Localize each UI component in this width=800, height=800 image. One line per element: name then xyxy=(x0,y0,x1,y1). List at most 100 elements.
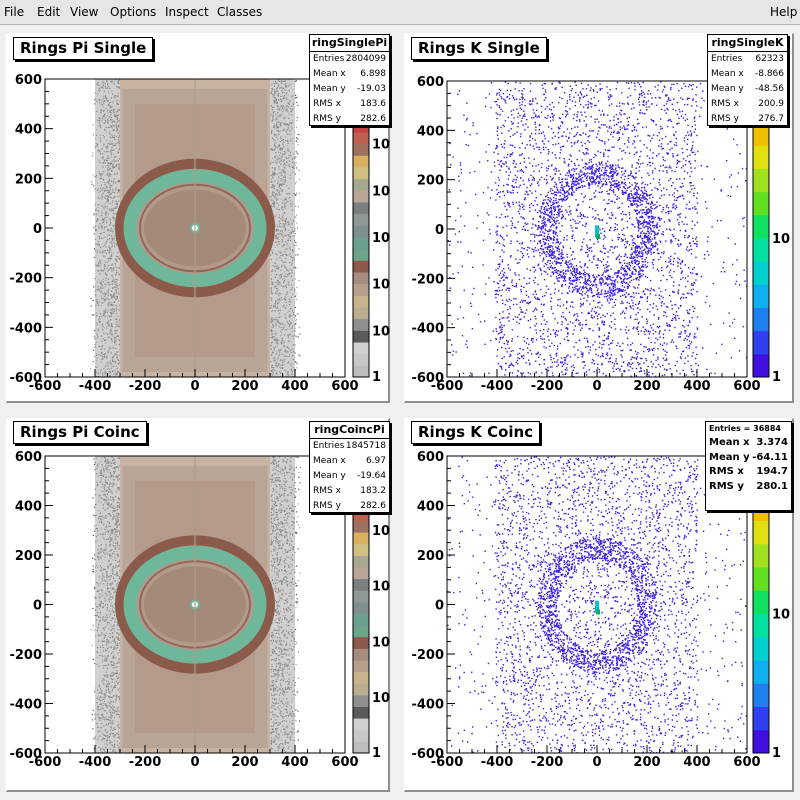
palette-cell xyxy=(353,613,369,626)
palette-cell xyxy=(353,590,369,603)
palette-label: 1 xyxy=(372,370,381,385)
stats-value: -64.11 xyxy=(752,451,788,463)
y-tick-label: -400 xyxy=(411,322,444,337)
palette-cell xyxy=(753,214,769,239)
y-tick-label: 200 xyxy=(417,549,444,564)
stats-label: Mean x xyxy=(313,456,346,466)
stats-label: RMS y xyxy=(711,114,739,124)
x-tick-label: 0 xyxy=(190,379,199,394)
palette-cell xyxy=(753,307,769,332)
x-tick-label: 200 xyxy=(231,755,258,770)
y-tick-label: 200 xyxy=(15,549,42,564)
stats-row: RMS x 183.2 xyxy=(310,484,389,499)
menu-options[interactable]: Options xyxy=(110,5,157,19)
stats-label: Mean y xyxy=(709,451,750,463)
palette-cell xyxy=(353,683,369,696)
palette-cell xyxy=(353,520,369,533)
y-tick-label: 400 xyxy=(417,500,444,515)
stats-label: Mean y xyxy=(313,84,346,94)
x-tick-label: -200 xyxy=(129,379,162,394)
y-tick-label: 0 xyxy=(33,222,42,237)
stats-title: ringSinglePi xyxy=(310,35,389,52)
x-tick-label: 400 xyxy=(683,379,710,394)
stats-value: -19.03 xyxy=(356,84,386,94)
x-tick-label: 0 xyxy=(592,379,601,394)
x-tick-label: 200 xyxy=(633,379,660,394)
y-tick-label: -400 xyxy=(9,321,42,336)
stats-row: RMS x 183.6 xyxy=(310,97,389,112)
palette-cell xyxy=(353,648,369,661)
palette-cell xyxy=(353,155,369,168)
menu-help[interactable]: Help xyxy=(770,5,798,19)
palette-label: 10 xyxy=(372,231,390,246)
palette-cell xyxy=(753,145,769,169)
menu-classes[interactable]: Classes xyxy=(217,5,263,19)
stats-value: 3.374 xyxy=(756,437,788,448)
x-tick-label: -400 xyxy=(79,755,112,770)
palette-cell xyxy=(353,694,369,707)
x-tick-label: -200 xyxy=(129,755,162,770)
palette-cell xyxy=(753,122,769,146)
palette-cell xyxy=(753,683,769,707)
pad-title: Rings Pi Single xyxy=(13,37,154,60)
x-tick-label: -600 xyxy=(431,379,464,394)
palette-cell xyxy=(353,190,369,203)
stats-value: 62323 xyxy=(755,54,784,64)
stats-row: Mean x 3.374 xyxy=(706,436,791,451)
x-tick-label: -600 xyxy=(29,379,62,394)
stats-value: 6.898 xyxy=(360,69,386,79)
y-tick-label: -600 xyxy=(411,371,444,386)
menu-file[interactable]: File xyxy=(4,5,25,19)
stats-value: 282.6 xyxy=(360,501,386,511)
stats-label: RMS x xyxy=(711,99,739,109)
palette-cell xyxy=(353,178,369,191)
stats-label: Entries xyxy=(711,54,743,64)
stats-value: -19.64 xyxy=(356,471,386,481)
x-tick-label: 600 xyxy=(331,755,358,770)
x-tick-label: -600 xyxy=(431,755,464,770)
palette-cell xyxy=(353,567,369,580)
root-canvas[interactable]: -600 -600 -400 -400 -200 -200 0 0 200 200 400 400 60… xyxy=(0,25,800,800)
pad-title: Rings K Single xyxy=(411,37,547,60)
palette-cell xyxy=(753,567,769,591)
menu-edit[interactable]: Edit xyxy=(37,5,61,19)
x-tick-label: 400 xyxy=(281,379,308,394)
palette-cell xyxy=(353,365,369,378)
palette-cell xyxy=(353,342,369,355)
palette-cell xyxy=(753,168,769,193)
palette-cell xyxy=(753,613,769,638)
stats-row: Mean y -48.56 xyxy=(708,82,787,97)
menu-view[interactable]: View xyxy=(70,5,99,19)
palette-label: 10 xyxy=(372,524,390,539)
y-tick-label: -400 xyxy=(411,698,444,713)
stats-row: RMS y 276.7 xyxy=(708,112,787,127)
palette-cell xyxy=(353,167,369,180)
x-tick-label: -400 xyxy=(79,379,112,394)
center-spot xyxy=(595,600,599,613)
y-tick-label: 600 xyxy=(15,73,42,88)
stats-box: ringCoincPi Entries 1845718 Mean x 6.97 Mean … xyxy=(309,421,390,513)
stats-row: Mean y -64.11 xyxy=(706,451,791,466)
pad-rings-k-coinc[interactable]: -600 -600 -400 -400 -200 -200 0 0 200 200 400 400 60… xyxy=(404,418,794,792)
stats-title: ringSingleK xyxy=(708,35,787,52)
stats-value: 280.1 xyxy=(756,480,788,492)
pad-rings-k-single[interactable]: -600 -600 -400 -400 -200 -200 0 0 200 200 400 400 60… xyxy=(404,33,794,403)
pad-rings-pi-coinc[interactable]: -600 -600 -400 -400 -200 -200 0 0 200 200 400 400 60… xyxy=(6,418,390,792)
menu-inspect[interactable]: Inspect xyxy=(165,5,209,19)
palette-cell xyxy=(353,307,369,320)
menu-bar: File Edit View Options Inspect Classes H… xyxy=(0,0,800,25)
x-tick-label: 0 xyxy=(592,755,601,770)
x-tick-label: 400 xyxy=(281,755,308,770)
stats-row: RMS y 282.6 xyxy=(310,499,389,514)
stats-row: Mean x 6.97 xyxy=(310,454,389,469)
stats-value: 276.7 xyxy=(758,114,784,124)
pad-rings-pi-single[interactable]: -600 -600 -400 -400 -200 -200 0 0 200 200 400 400 60… xyxy=(6,33,390,403)
stats-value: -8.866 xyxy=(754,69,784,79)
palette-cell xyxy=(353,555,369,568)
stats-label: RMS y xyxy=(709,480,744,492)
stats-row: Mean y -19.03 xyxy=(310,82,389,97)
x-tick-label: -400 xyxy=(481,379,514,394)
stats-row: RMS y 280.1 xyxy=(706,480,791,495)
y-tick-label: 400 xyxy=(15,123,42,138)
palette-cell xyxy=(353,741,369,754)
